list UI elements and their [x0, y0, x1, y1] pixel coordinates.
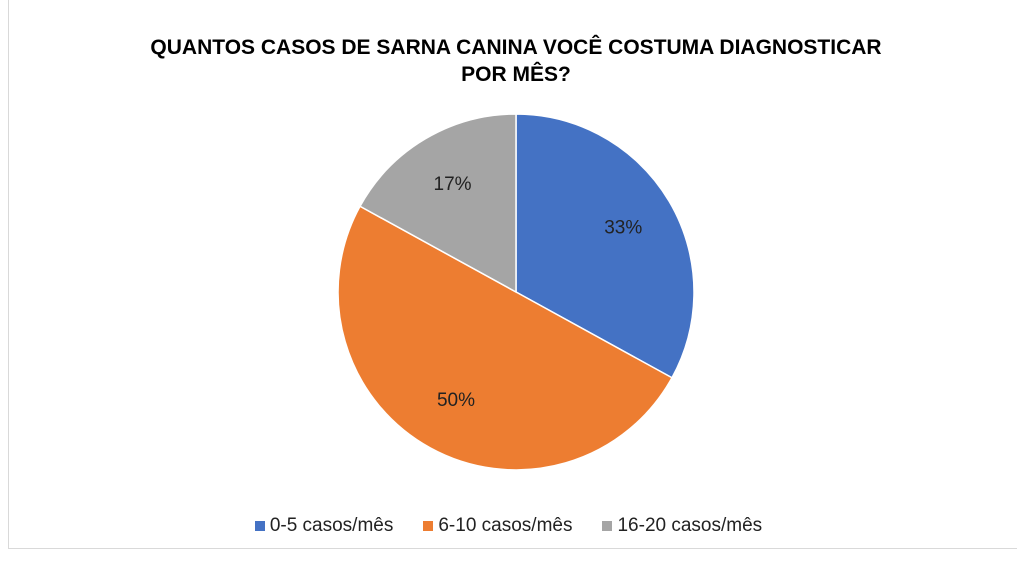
pie-slice — [515, 113, 695, 379]
legend-swatch — [254, 521, 265, 531]
legend-entry: 0-5 casos/mês — [254, 515, 394, 537]
legend-swatch — [423, 521, 434, 531]
chart-title: QUANTOS CASOS DE SARNA CANINA VOCÊ COSTU… — [150, 36, 882, 86]
legend-entry: 16-20 casos/mês — [602, 515, 762, 537]
data-label: 50% — [437, 390, 475, 411]
chart-frame — [8, 0, 1017, 549]
legend-entry: 6-10 casos/mês — [423, 515, 572, 537]
legend-label: 0-5 casos/mês — [269, 515, 394, 536]
data-label: 17% — [434, 174, 472, 195]
legend-swatch — [602, 521, 613, 531]
pie-slice — [337, 205, 674, 471]
legend: 0-5 casos/mês 6-10 casos/mês 16-20 casos/m… — [0, 515, 1017, 537]
legend-label: 16-20 casos/mês — [617, 515, 763, 536]
legend-label: 6-10 casos/mês — [438, 515, 573, 536]
pie-slice — [358, 113, 517, 294]
data-label: 33% — [604, 218, 642, 239]
